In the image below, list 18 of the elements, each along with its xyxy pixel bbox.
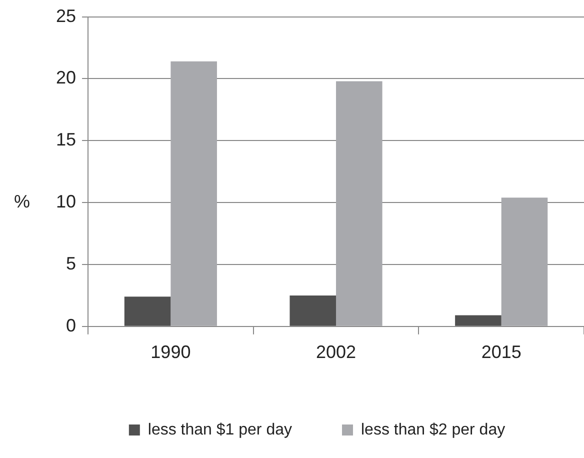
y-tick-label: 10: [56, 192, 76, 212]
x-tick-label: 2015: [481, 342, 522, 362]
y-tick-label: 20: [56, 68, 76, 88]
bar: [501, 198, 548, 326]
y-axis-title: %: [14, 192, 30, 212]
bar: [290, 295, 336, 326]
legend-label: less than $1 per day: [148, 421, 292, 438]
y-tick-label: 15: [56, 130, 76, 150]
y-tick-label: 25: [56, 6, 76, 26]
x-tick-label: 2002: [316, 342, 356, 362]
bar: [455, 315, 502, 326]
legend-label: less than $2 per day: [361, 421, 506, 438]
x-tick-label: 1990: [150, 342, 191, 362]
bar: [170, 61, 217, 326]
bar: [336, 81, 382, 326]
y-tick-label: 5: [66, 253, 76, 274]
bar: [124, 296, 171, 326]
y-tick-label: 0: [66, 315, 76, 336]
